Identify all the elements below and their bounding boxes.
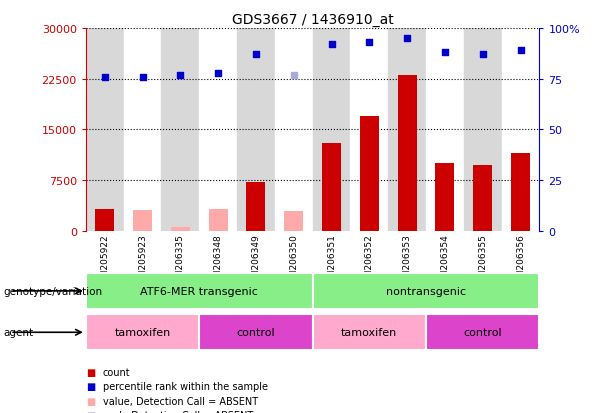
Text: genotype/variation: genotype/variation	[3, 286, 102, 296]
Bar	[246, 183, 265, 231]
Bar	[95, 210, 114, 231]
Point	[364, 40, 374, 46]
Text: value, Detection Call = ABSENT: value, Detection Call = ABSENT	[103, 396, 258, 406]
Text: percentile rank within the sample: percentile rank within the sample	[103, 381, 268, 391]
Bar	[388, 29, 426, 231]
Bar	[398, 76, 417, 231]
Text: ■: ■	[86, 367, 95, 377]
Bar	[313, 273, 539, 309]
Point	[251, 52, 261, 59]
Bar	[464, 29, 501, 231]
Text: agent: agent	[3, 328, 33, 337]
Bar	[511, 154, 530, 231]
Text: nontransgenic: nontransgenic	[386, 286, 466, 296]
Bar	[161, 29, 199, 231]
Point	[327, 42, 337, 48]
Text: ■: ■	[86, 410, 95, 413]
Bar	[208, 209, 227, 231]
Bar	[86, 315, 199, 350]
Point	[213, 70, 223, 77]
Bar	[171, 228, 190, 231]
Text: ATF6-MER transgenic: ATF6-MER transgenic	[140, 286, 258, 296]
Bar	[124, 29, 161, 231]
Bar	[313, 29, 351, 231]
Point	[175, 72, 185, 79]
Point	[137, 74, 148, 81]
Bar	[501, 29, 539, 231]
Point	[402, 36, 412, 42]
Text: ■: ■	[86, 381, 95, 391]
Point	[516, 48, 525, 55]
Text: count: count	[103, 367, 131, 377]
Bar	[426, 315, 539, 350]
Text: tamoxifen: tamoxifen	[341, 328, 397, 337]
Bar	[322, 144, 341, 231]
Bar	[313, 315, 426, 350]
Text: control: control	[463, 328, 502, 337]
Text: rank, Detection Call = ABSENT: rank, Detection Call = ABSENT	[103, 410, 253, 413]
Bar	[473, 165, 492, 231]
Text: control: control	[237, 328, 275, 337]
Bar	[284, 212, 303, 231]
Point	[100, 74, 110, 81]
Bar	[275, 29, 313, 231]
Bar	[351, 29, 388, 231]
Bar	[86, 29, 124, 231]
Bar	[199, 29, 237, 231]
Bar	[133, 210, 152, 231]
Point	[440, 50, 450, 57]
Point	[478, 52, 488, 59]
Bar	[435, 164, 454, 231]
Bar	[199, 315, 313, 350]
Text: tamoxifen: tamoxifen	[115, 328, 170, 337]
Bar	[426, 29, 464, 231]
Text: ■: ■	[86, 396, 95, 406]
Bar	[86, 273, 313, 309]
Title: GDS3667 / 1436910_at: GDS3667 / 1436910_at	[232, 12, 394, 26]
Bar	[237, 29, 275, 231]
Point	[289, 72, 299, 79]
Bar	[360, 116, 379, 231]
